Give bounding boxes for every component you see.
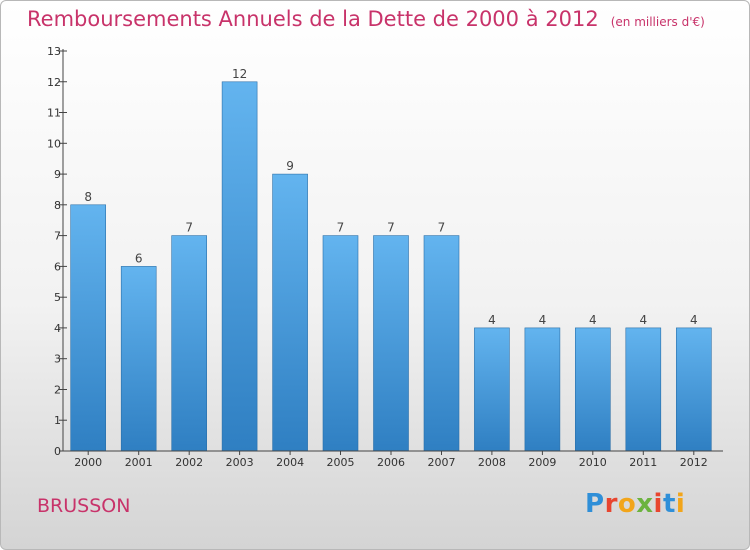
data-label-2009: 4 bbox=[539, 313, 547, 327]
chart-title-text: Remboursements Annuels de la Dette de 20… bbox=[27, 7, 599, 31]
logo-letter: i bbox=[675, 489, 686, 519]
data-label-2003: 12 bbox=[232, 67, 247, 81]
logo-letter: t bbox=[662, 489, 676, 519]
x-tick-label-2011: 2011 bbox=[629, 456, 657, 469]
bar-2011 bbox=[625, 327, 662, 452]
bar-2010 bbox=[574, 327, 611, 452]
chart-unit-note: (en milliers d'€) bbox=[610, 15, 705, 29]
x-tick-label-2003: 2003 bbox=[226, 456, 254, 469]
x-tick-label-2001: 2001 bbox=[125, 456, 153, 469]
x-tick-label-2009: 2009 bbox=[528, 456, 556, 469]
x-tick-label-2007: 2007 bbox=[428, 456, 456, 469]
bar-2007 bbox=[423, 235, 460, 452]
y-tick-label-0: 0 bbox=[54, 445, 61, 458]
y-tick-label-7: 7 bbox=[54, 230, 61, 243]
logo-letter: x bbox=[636, 489, 654, 519]
x-tick-label-2005: 2005 bbox=[327, 456, 355, 469]
bar-2002 bbox=[171, 235, 207, 452]
data-label-2001: 6 bbox=[135, 251, 143, 265]
y-tick-label-6: 6 bbox=[54, 260, 61, 273]
bar-2003 bbox=[221, 81, 258, 452]
y-tick-label-2: 2 bbox=[54, 384, 61, 397]
bar-2001 bbox=[120, 266, 157, 452]
y-tick-label-5: 5 bbox=[54, 291, 61, 304]
bars-layer: 8 6 7 12 9 7 7 7 4 4 4 4 4 bbox=[70, 67, 712, 452]
data-label-2007: 7 bbox=[438, 221, 446, 235]
axis-layer: 2000 2001 2002 2003 2004 2005 2006 2007 2008 2009… bbox=[47, 45, 723, 469]
x-tick-label-2006: 2006 bbox=[377, 456, 405, 469]
data-label-2006: 7 bbox=[387, 221, 395, 235]
data-label-2012: 4 bbox=[690, 313, 698, 327]
data-label-2011: 4 bbox=[639, 313, 647, 327]
y-tick-label-13: 13 bbox=[47, 45, 61, 58]
bar-2006 bbox=[373, 235, 409, 452]
bar-2004 bbox=[272, 173, 308, 452]
proxiti-logo: Proxiti bbox=[585, 489, 685, 519]
bar-2000 bbox=[70, 204, 106, 452]
y-tick-label-4: 4 bbox=[54, 322, 61, 335]
logo-letter: i bbox=[653, 489, 663, 519]
x-tick-label-2004: 2004 bbox=[276, 456, 304, 469]
x-tick-label-2012: 2012 bbox=[680, 456, 708, 469]
y-tick-label-1: 1 bbox=[54, 414, 61, 427]
y-tick-label-12: 12 bbox=[47, 76, 61, 89]
data-label-2010: 4 bbox=[589, 313, 597, 327]
y-tick-label-8: 8 bbox=[54, 199, 61, 212]
y-tick-label-9: 9 bbox=[54, 168, 61, 181]
logo-letter: P bbox=[585, 489, 605, 519]
bar-2005 bbox=[322, 235, 359, 452]
bar-2009 bbox=[524, 327, 561, 452]
data-label-2004: 9 bbox=[286, 159, 294, 173]
y-tick-label-3: 3 bbox=[54, 353, 61, 366]
data-label-2000: 8 bbox=[84, 190, 92, 204]
bar-2008 bbox=[474, 327, 510, 452]
data-label-2002: 7 bbox=[185, 221, 193, 235]
y-tick-label-10: 10 bbox=[47, 137, 61, 150]
x-tick-label-2002: 2002 bbox=[175, 456, 203, 469]
x-tick-label-2000: 2000 bbox=[74, 456, 102, 469]
data-label-2008: 4 bbox=[488, 313, 496, 327]
x-tick-label-2008: 2008 bbox=[478, 456, 506, 469]
y-tick-label-11: 11 bbox=[47, 107, 61, 120]
bar-2012 bbox=[675, 327, 712, 452]
data-label-2005: 7 bbox=[337, 221, 345, 235]
commune-name: BRUSSON bbox=[37, 495, 131, 517]
logo-letter: r bbox=[604, 489, 618, 519]
logo-letter: o bbox=[617, 489, 637, 519]
chart-title: Remboursements Annuels de la Dette de 20… bbox=[27, 7, 705, 31]
x-tick-label-2010: 2010 bbox=[579, 456, 607, 469]
